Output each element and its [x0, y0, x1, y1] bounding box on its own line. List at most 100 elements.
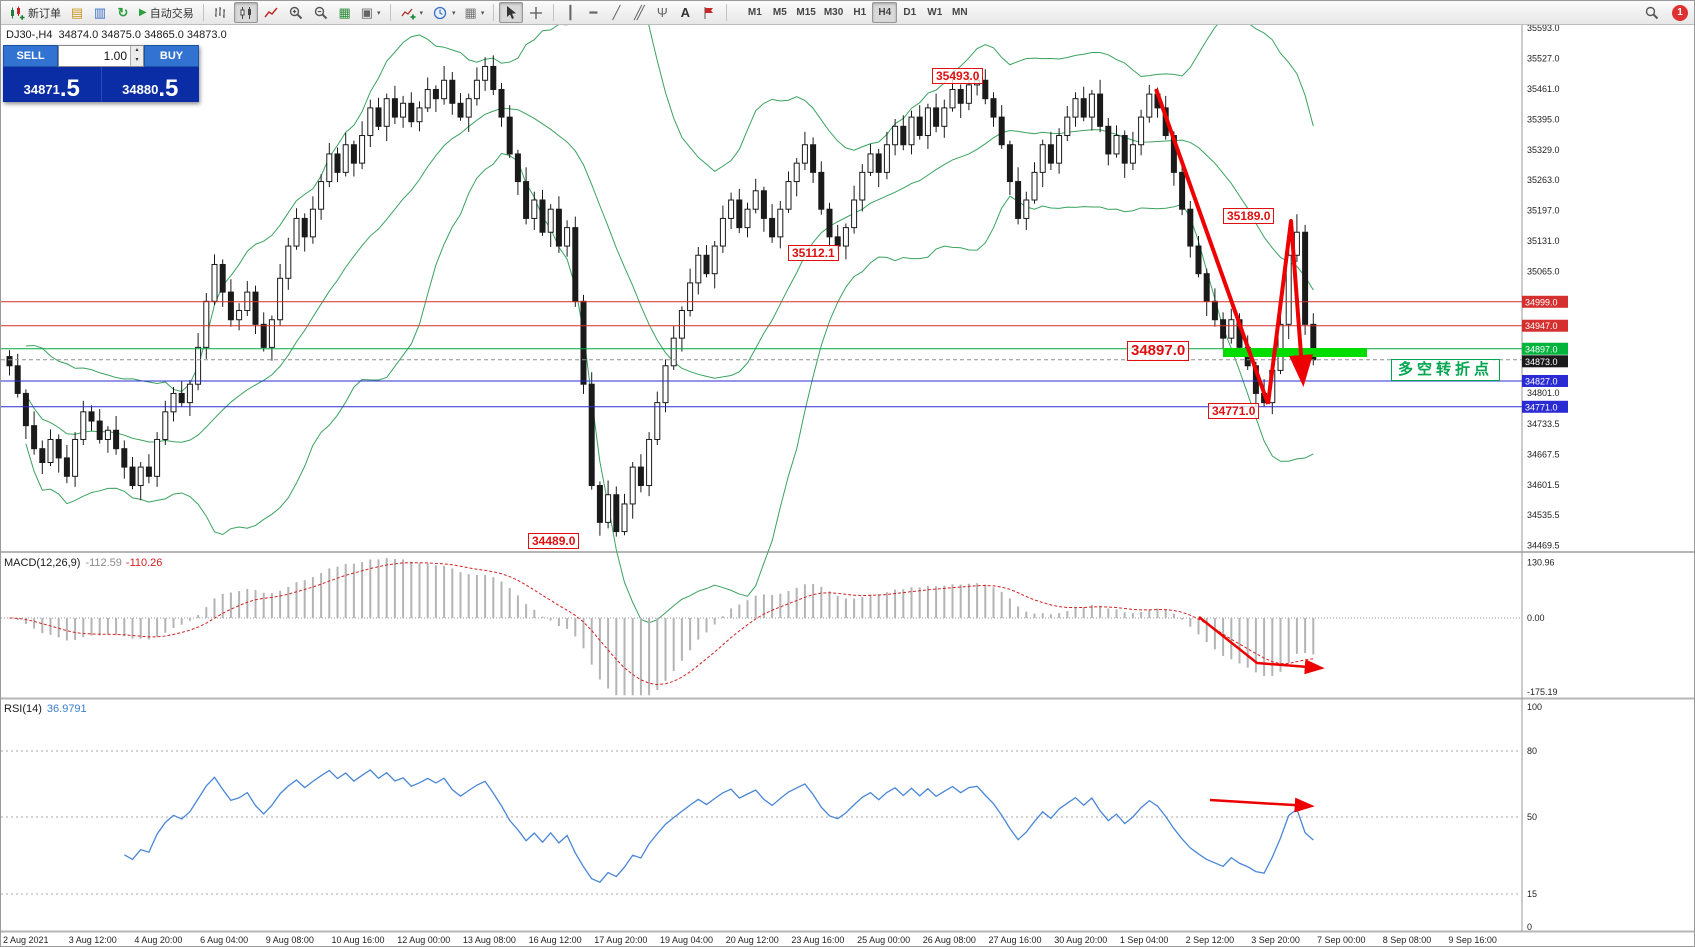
- date-tick: 23 Aug 16:00: [791, 935, 844, 945]
- timeframe-D1[interactable]: D1: [897, 2, 922, 23]
- line-chart-button[interactable]: [259, 2, 283, 23]
- templates-button[interactable]: ▤: [66, 2, 88, 23]
- timeframe-MN[interactable]: MN: [947, 2, 972, 23]
- trendline-tool-button[interactable]: ╱: [605, 2, 627, 23]
- date-tick: 2 Aug 2021: [3, 935, 49, 945]
- template-button[interactable]: ▦ ▾: [461, 2, 489, 23]
- notification-badge[interactable]: 1: [1672, 4, 1688, 21]
- toolbar: 新订单 ▤ ▥ ↻ ▶ 自动交易 ▦ ▣ ▾ ▾ ▾ ▦ ▾ ┃ ━ ╱ ╱╱ Ψ …: [1, 1, 1694, 25]
- volume-down-icon[interactable]: ▾: [130, 56, 143, 66]
- annotation-price-label[interactable]: 35112.1: [788, 245, 839, 262]
- trend-arrow[interactable]: [1154, 88, 1270, 405]
- period-button[interactable]: ▾: [428, 2, 460, 23]
- price-axis: 35593.0 35527.0 35461.0 35395.0 35329.0 35263…: [1522, 23, 1568, 932]
- trend-arrow[interactable]: [1198, 616, 1325, 675]
- cursor-tool-button[interactable]: [499, 2, 524, 23]
- date-tick: 13 Aug 08:00: [463, 935, 516, 945]
- tile-windows-button[interactable]: ▦: [334, 2, 356, 23]
- timeframe-H4[interactable]: H4: [872, 2, 898, 23]
- candlestick-chart-icon: [238, 5, 254, 21]
- annotation-price-label[interactable]: 34771.0: [1208, 403, 1260, 420]
- annotation-price-label[interactable]: 34897.0: [1127, 341, 1190, 361]
- trend-arrow[interactable]: [1266, 219, 1314, 405]
- auto-trading-button[interactable]: ▶ 自动交易: [135, 2, 198, 23]
- date-axis[interactable]: 2 Aug 2021 3 Aug 12:00 4 Aug 20:00 6 Aug 04…: [3, 935, 1497, 945]
- sell-price[interactable]: 34871.5: [23, 75, 80, 102]
- template-chart-icon: ▦: [464, 5, 477, 20]
- label-tool-button[interactable]: [697, 2, 721, 23]
- price-tag: [1522, 355, 1568, 368]
- sell-button[interactable]: SELL: [3, 45, 58, 67]
- timeframe-M15[interactable]: M15: [792, 2, 819, 23]
- macd-panel: [1, 558, 1521, 696]
- volume-field[interactable]: 1.00 ▴ ▾: [58, 45, 144, 67]
- chart-frame: [1, 25, 1694, 933]
- horizontal-lines[interactable]: [1, 301, 1522, 408]
- macd-name: MACD(12,26,9): [4, 557, 81, 569]
- cursor-icon: [503, 5, 519, 21]
- search-button[interactable]: [1640, 2, 1664, 23]
- date-tick: 27 Aug 16:00: [989, 935, 1042, 945]
- channel-tool-button[interactable]: ╱╱: [628, 2, 650, 23]
- bollinger-lower-band: [25, 152, 1314, 624]
- vertical-line-tool-button[interactable]: ┃: [559, 2, 581, 23]
- zoom-in-button[interactable]: [284, 2, 308, 23]
- text-tool-button[interactable]: A: [674, 2, 696, 23]
- zoom-out-button[interactable]: [309, 2, 333, 23]
- candles[interactable]: [6, 55, 1317, 537]
- search-icon: [1644, 5, 1660, 21]
- market-watch-button[interactable]: ▥: [89, 2, 111, 23]
- refresh-icon: ↻: [117, 5, 129, 20]
- timeframe-H1[interactable]: H1: [847, 2, 872, 23]
- timeframe-M30[interactable]: M30: [820, 2, 847, 23]
- rsi-name: RSI(14): [4, 703, 42, 715]
- crosshair-tool-button[interactable]: [524, 2, 548, 23]
- date-tick: 9 Aug 08:00: [266, 935, 314, 945]
- pitchfork-tool-button[interactable]: Ψ: [651, 2, 673, 23]
- toolbar-separator: [202, 4, 204, 21]
- annotation-note[interactable]: 多空转折点: [1391, 359, 1501, 381]
- line-chart-icon: [263, 5, 279, 21]
- macd-axis-tick: 0.00: [1527, 613, 1545, 623]
- macd-indicator-label: MACD(12,26,9) -112.59 -110.26: [4, 557, 162, 569]
- price-tag: [1522, 295, 1568, 308]
- text-icon: A: [680, 5, 691, 20]
- add-indicator-button[interactable]: ▾: [396, 2, 428, 23]
- candlestick-chart-button[interactable]: [233, 2, 258, 23]
- new-order-icon: [9, 5, 25, 21]
- annotation-price-label[interactable]: 35493.0: [932, 68, 984, 85]
- price-tag-label: 34897.0: [1525, 344, 1558, 354]
- annotation-price-label[interactable]: 35189.0: [1223, 208, 1275, 225]
- new-order-button[interactable]: 新订单: [5, 2, 65, 23]
- macd-signal-line: [9, 562, 1314, 686]
- rsi-axis-tick: 50: [1527, 812, 1537, 822]
- toolbar-separator: [726, 4, 728, 21]
- timeframe-M1[interactable]: M1: [742, 2, 767, 23]
- symbol-ohlc-header: DJ30-,H4 34874.0 34875.0 34865.0 34873.0: [6, 29, 227, 41]
- highlight-bar[interactable]: [1223, 348, 1367, 357]
- macd-signal-value: -110.26: [125, 557, 163, 569]
- buy-button[interactable]: BUY: [144, 45, 199, 67]
- macd-axis-tick: -175.19: [1527, 687, 1558, 697]
- timeframe-M5[interactable]: M5: [767, 2, 792, 23]
- timeframe-W1[interactable]: W1: [922, 2, 947, 23]
- refresh-button[interactable]: ↻: [112, 2, 134, 23]
- bar-chart-icon: [213, 5, 229, 21]
- price-tick: 35395.0: [1527, 114, 1560, 124]
- channel-icon: ╱╱: [634, 5, 644, 20]
- annotation-price-label[interactable]: 34489.0: [528, 533, 580, 550]
- bar-chart-button[interactable]: [209, 2, 233, 23]
- volume-up-icon[interactable]: ▴: [130, 46, 143, 56]
- chevron-down-icon: ▾: [377, 9, 381, 17]
- templates-icon: ▤: [70, 5, 84, 20]
- toolbar-separator: [553, 4, 555, 21]
- cascade-windows-button[interactable]: ▣ ▾: [357, 2, 385, 23]
- horizontal-line-tool-button[interactable]: ━: [582, 2, 604, 23]
- rsi-axis-tick: 0: [1527, 922, 1532, 932]
- timeframe-group: M1 M5 M15 M30 H1 H4 D1 W1 MN: [742, 2, 972, 23]
- price-tag-label: 34947.0: [1525, 321, 1558, 331]
- volume-value: 1.00: [103, 49, 127, 63]
- trend-arrow[interactable]: [1209, 797, 1315, 813]
- buy-price[interactable]: 34880.5: [100, 67, 200, 102]
